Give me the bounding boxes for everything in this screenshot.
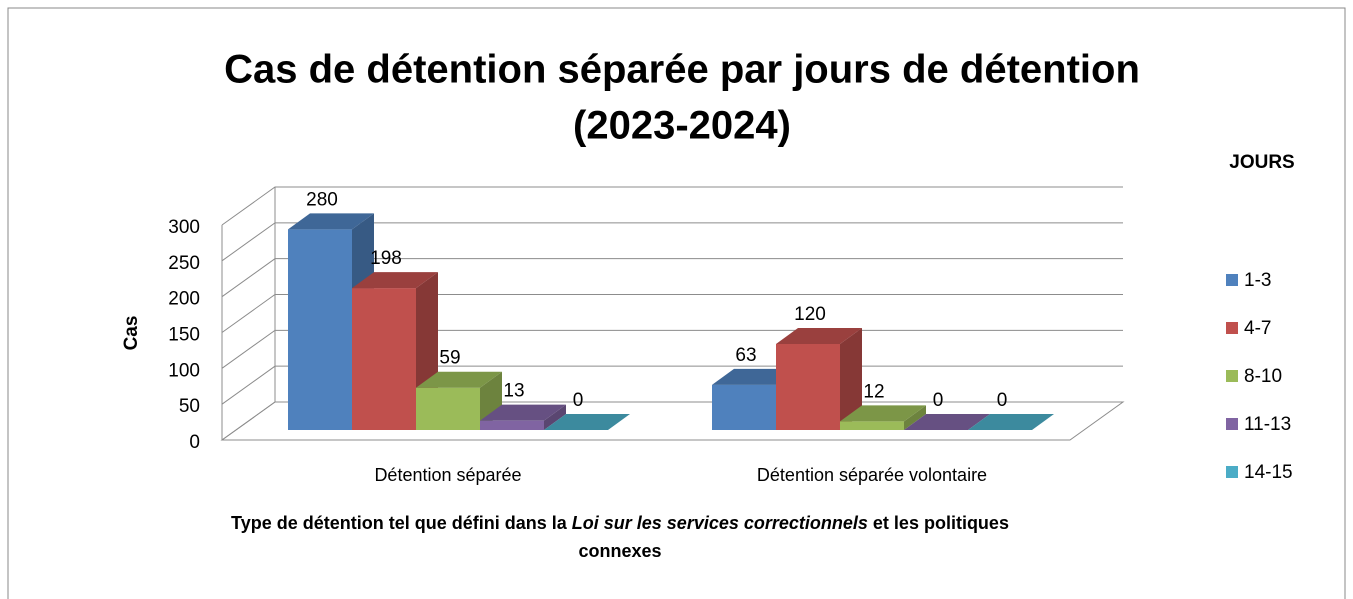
y-tick-label: 300 — [168, 217, 200, 238]
chart-border — [7, 7, 1346, 599]
bar-top — [416, 371, 502, 388]
legend-title: JOURS — [1229, 152, 1294, 173]
bar-top — [840, 405, 926, 422]
legend-swatch — [1226, 466, 1238, 478]
data-label: 59 — [439, 348, 460, 369]
data-label: 120 — [794, 304, 826, 325]
bar-side — [544, 404, 566, 430]
data-label: 280 — [306, 189, 338, 210]
bar-side — [840, 328, 862, 430]
chart-title: Cas de détention séparée par jours de dé… — [224, 48, 1140, 92]
grid-line — [221, 222, 1123, 262]
bar-top — [968, 414, 1054, 430]
y-tick-label: 150 — [168, 325, 200, 346]
x-tick-label: Détention séparée volontaire — [757, 465, 987, 485]
bar-top — [544, 414, 630, 430]
y-tick-label: 100 — [168, 360, 200, 381]
data-label: 0 — [997, 390, 1008, 411]
x-axis-label: Type de détention tel que défini dans la… — [231, 513, 1009, 533]
bar-top — [776, 328, 862, 344]
bar-top — [352, 272, 438, 289]
data-label: 12 — [863, 381, 884, 402]
bar — [480, 420, 544, 430]
data-label: 0 — [573, 390, 584, 411]
bar — [416, 387, 480, 430]
legend-swatch — [1226, 370, 1238, 382]
grid-line — [221, 258, 1123, 298]
legend-label: 11-13 — [1244, 414, 1291, 435]
x-tick-label: Détention séparée — [374, 465, 521, 485]
x-axis-label: connexes — [578, 541, 661, 561]
legend-label: 8-10 — [1244, 366, 1282, 387]
bar-side — [904, 405, 926, 430]
legend-swatch — [1226, 418, 1238, 430]
bar — [712, 384, 776, 430]
bar — [288, 229, 352, 430]
bar-top — [288, 213, 374, 230]
bar — [352, 288, 416, 430]
y-tick-label: 250 — [168, 253, 200, 274]
bar — [840, 421, 904, 430]
y-tick-label: 0 — [189, 432, 200, 453]
bar-top — [904, 414, 990, 430]
chart-title: (2023-2024) — [573, 104, 791, 148]
y-tick-label: 50 — [179, 396, 200, 417]
legend-label: 1-3 — [1244, 270, 1271, 291]
bar-top — [480, 404, 566, 421]
legend-label: 4-7 — [1244, 318, 1271, 339]
data-label: 13 — [503, 381, 524, 402]
x-axis-label-part: Loi sur les services correctionnels — [572, 513, 868, 533]
y-axis-label: Cas — [121, 316, 142, 351]
grid-line — [221, 294, 1123, 333]
y-tick-label: 200 — [168, 289, 200, 310]
legend-swatch — [1226, 274, 1238, 286]
data-label: 198 — [370, 248, 402, 269]
bar — [776, 344, 840, 430]
x-axis-label-part: et les politiques — [873, 513, 1009, 533]
grid-line — [221, 186, 1123, 226]
legend-swatch — [1226, 322, 1238, 334]
data-label: 63 — [735, 345, 756, 366]
x-axis-label-part: Type de détention tel que défini dans la — [231, 513, 568, 533]
data-label: 0 — [933, 390, 944, 411]
legend-label: 14-15 — [1244, 462, 1293, 483]
